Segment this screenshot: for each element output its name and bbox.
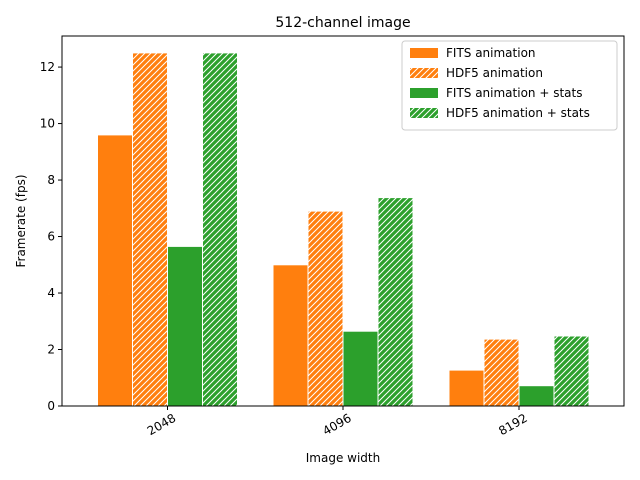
legend-label: HDF5 animation	[446, 66, 543, 80]
x-tick-label: 2048	[145, 411, 178, 438]
legend-label: FITS animation	[446, 46, 536, 60]
legend-label: FITS animation + stats	[446, 86, 582, 100]
bar	[97, 134, 133, 407]
bar	[342, 330, 379, 407]
bar	[518, 385, 555, 407]
bar	[483, 338, 520, 407]
y-axis-label: Framerate (fps)	[14, 174, 28, 267]
bar	[448, 369, 485, 407]
legend-swatch	[410, 108, 438, 118]
y-tick-label: 10	[40, 117, 55, 131]
y-tick-label: 4	[47, 286, 55, 300]
y-tick-label: 0	[47, 399, 55, 413]
legend-swatch	[410, 68, 438, 78]
x-axis: 2048 4096 8192	[145, 406, 530, 438]
bar	[202, 52, 238, 407]
bar	[553, 335, 590, 407]
bar	[377, 197, 414, 407]
y-tick-label: 12	[40, 60, 55, 74]
y-tick-label: 6	[47, 230, 55, 244]
bar	[167, 245, 203, 407]
y-tick-label: 8	[47, 173, 55, 187]
legend-box	[401, 40, 618, 131]
y-tick-label: 2	[47, 343, 55, 357]
chart-title: 512-channel image	[275, 15, 410, 31]
legend-label: HDF5 animation + stats	[446, 106, 590, 120]
bar	[272, 264, 309, 407]
bar	[307, 210, 344, 407]
bar	[132, 52, 168, 407]
legend: FITS animation HDF5 animation FITS animati…	[401, 40, 618, 131]
y-axis: 0 2 4 6 8 10 12	[40, 60, 62, 413]
bars-group	[97, 52, 590, 407]
x-tick-label: 4096	[320, 411, 353, 438]
legend-swatch	[410, 48, 438, 58]
legend-swatch	[410, 88, 438, 98]
x-axis-label: Image width	[306, 451, 380, 465]
x-tick-label: 8192	[496, 411, 529, 438]
